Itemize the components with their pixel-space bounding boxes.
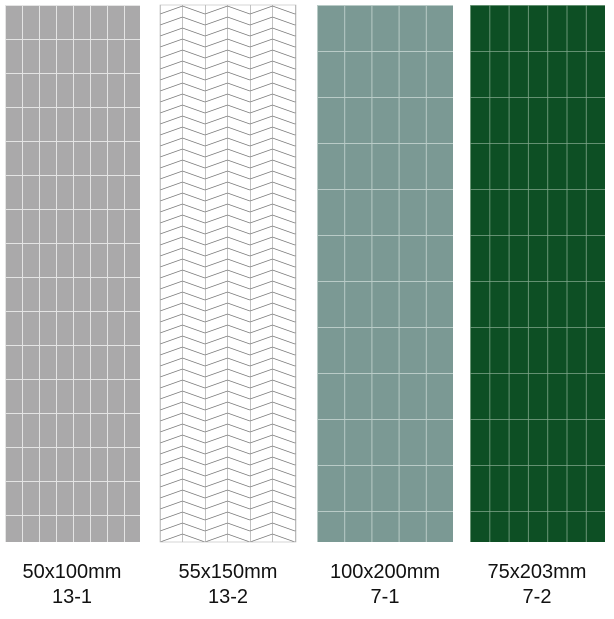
tile-panel [5,5,140,542]
tile-panel [470,5,605,542]
tile-code: 13-1 [52,586,92,608]
tile-panel [159,4,297,543]
tile-size: 100x200mm [330,561,440,583]
tile-code: 7-1 [371,586,400,608]
tile-code: 7-2 [523,586,552,608]
tile-size: 55x150mm [179,561,278,583]
tile-size: 50x100mm [23,561,122,583]
tile-size: 75x203mm [488,561,587,583]
tile-panel [317,5,453,542]
tile-code: 13-2 [208,586,248,608]
labels: 50x100mm 13-1 55x150mm 13-2 100x200mm 7-1 75x2… [23,561,587,608]
